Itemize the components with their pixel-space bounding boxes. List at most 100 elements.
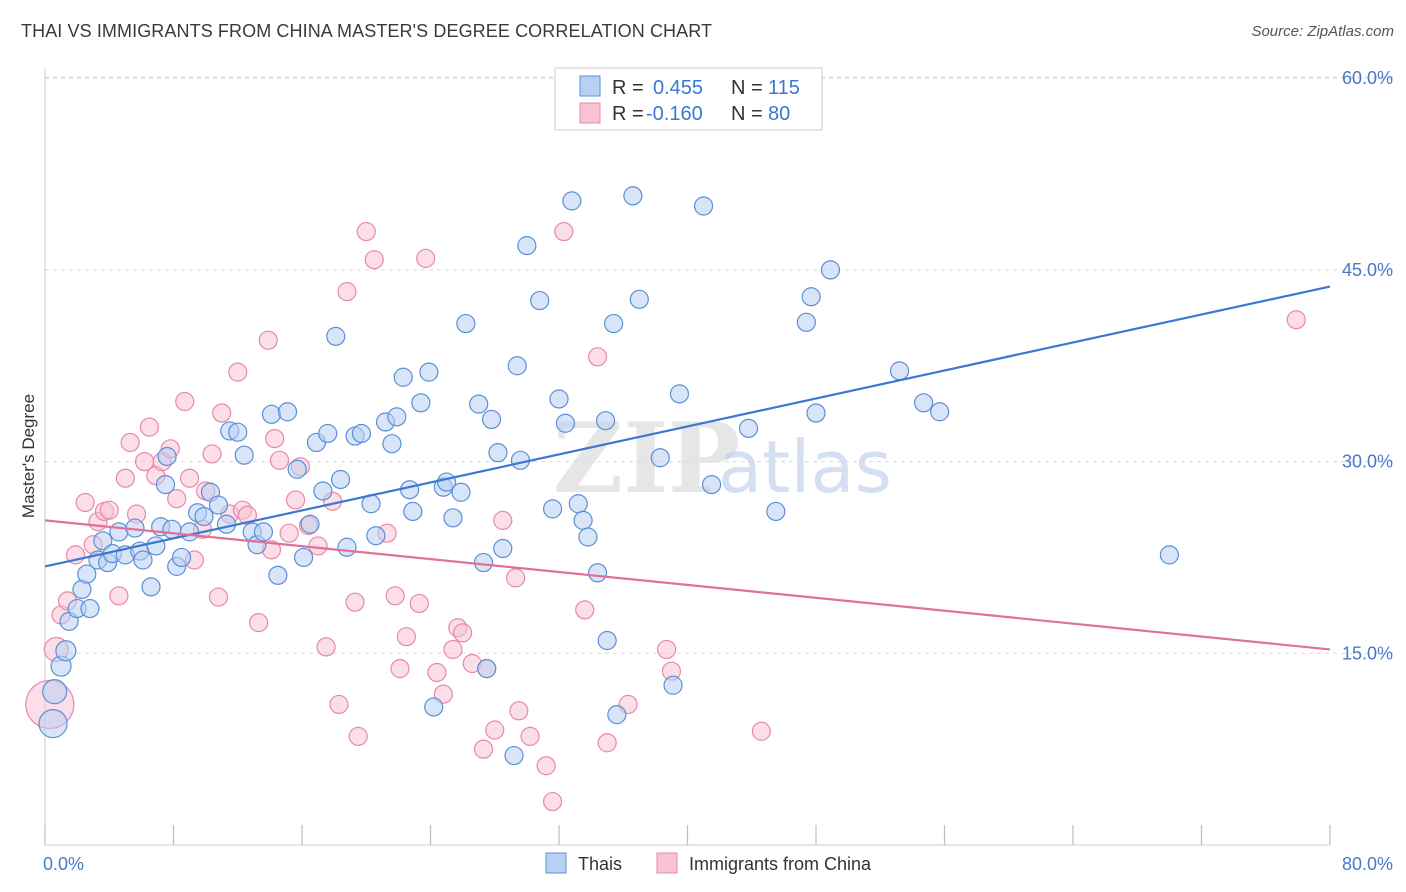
watermark-atlas: atlas — [718, 425, 892, 509]
thais-point — [330, 469, 351, 490]
trend-lines — [44, 285, 1331, 651]
china-point — [751, 721, 771, 741]
china-point — [265, 428, 285, 449]
thais-point — [663, 675, 683, 695]
y-tick-label: 45.0% — [1342, 260, 1393, 280]
source-label: Source: ZipAtlas.com — [1251, 23, 1394, 40]
china-point — [416, 248, 436, 268]
thais-point — [504, 745, 524, 766]
thais-point — [930, 402, 950, 422]
thais-point — [141, 577, 161, 597]
china-point — [587, 347, 608, 367]
thais-point — [595, 411, 616, 431]
thais-point — [216, 514, 237, 534]
y-tick-label: 15.0% — [1342, 643, 1393, 663]
thais-point — [568, 494, 588, 514]
thais-point — [889, 361, 910, 381]
thais-point — [208, 495, 229, 515]
bottom-legend-swatch-thais — [545, 852, 567, 874]
china-point — [348, 726, 368, 746]
thais-point — [38, 708, 68, 739]
china-point — [258, 330, 278, 350]
thais-point — [597, 630, 617, 651]
x-tick-label-min: 0.0% — [43, 854, 84, 874]
china-point — [115, 468, 135, 488]
thais-point — [366, 526, 386, 546]
thais-point — [326, 326, 346, 346]
china-point — [249, 613, 269, 633]
grid-lines — [45, 76, 1393, 654]
china-point — [485, 720, 505, 740]
x-tick-label-max: 80.0% — [1342, 854, 1393, 874]
thais-point — [629, 289, 649, 309]
thais-point — [313, 481, 333, 501]
legend-r-value-china: -0.160 — [646, 103, 703, 125]
thais-point — [253, 522, 274, 542]
bottom-legend-label-thais: Thais — [578, 854, 622, 874]
china-point — [212, 403, 232, 423]
thais-point — [234, 445, 254, 465]
thais-point — [738, 418, 759, 438]
thais-point — [42, 679, 68, 705]
bottom-legend-swatch-china — [656, 852, 678, 874]
thais-point — [155, 475, 176, 495]
thais-point — [507, 356, 527, 376]
thais-point — [403, 501, 423, 522]
thais-point — [419, 362, 439, 382]
china-point — [409, 593, 429, 614]
china-point — [279, 523, 299, 543]
legend-r-label-thais: R = — [612, 77, 644, 99]
legend-swatch-china — [579, 102, 601, 124]
thais-point — [393, 367, 413, 387]
thais-point — [806, 403, 826, 423]
correlation-legend: R = 0.455 N = 115 R = -0.160 N = 80 — [554, 67, 823, 131]
thais-point — [228, 422, 248, 442]
thais-point — [542, 499, 563, 519]
china-point — [139, 417, 160, 437]
thais-point — [382, 434, 402, 454]
thais-point — [424, 697, 444, 717]
thais-point — [171, 547, 192, 568]
legend-n-label-china: N = — [731, 103, 763, 125]
china-point — [506, 568, 526, 588]
thais-point — [400, 480, 420, 500]
china-point — [228, 362, 248, 382]
thais-point — [517, 236, 537, 256]
thais-point — [387, 407, 407, 427]
china-point — [120, 432, 140, 453]
thais-point — [701, 475, 722, 495]
thais-point — [796, 312, 816, 332]
thais-point — [300, 514, 320, 534]
series-thais — [38, 186, 1179, 766]
thais-point — [604, 313, 624, 334]
china-point — [99, 500, 119, 520]
china-point — [75, 492, 95, 513]
china-point — [316, 637, 336, 657]
legend-n-label-thais: N = — [731, 77, 763, 99]
china-point — [175, 391, 195, 412]
thais-point — [562, 191, 582, 211]
china-point — [427, 662, 447, 683]
y-tick-labels: 15.0% 30.0% 45.0% 60.0% — [1342, 68, 1393, 663]
china-point — [364, 250, 384, 270]
y-tick-label: 60.0% — [1342, 68, 1393, 88]
thais-point — [555, 413, 576, 433]
china-point — [202, 444, 222, 464]
china-point — [308, 536, 328, 556]
china-point — [269, 450, 290, 470]
china-point — [396, 627, 417, 647]
series-immigrants-from-china — [25, 221, 1306, 812]
thais-point — [573, 510, 593, 530]
legend-r-label-china: R = — [612, 103, 644, 125]
thais-point — [294, 547, 314, 568]
thais-point — [318, 423, 338, 444]
thais-point — [261, 404, 282, 424]
thais-point — [451, 482, 471, 502]
thais-point — [109, 522, 129, 542]
thais-point — [488, 443, 508, 463]
thais-point — [146, 536, 166, 556]
y-axis-label: Master's Degree — [19, 394, 38, 518]
thais-point — [469, 394, 489, 414]
china-point — [493, 510, 513, 530]
thais-point — [766, 501, 786, 522]
